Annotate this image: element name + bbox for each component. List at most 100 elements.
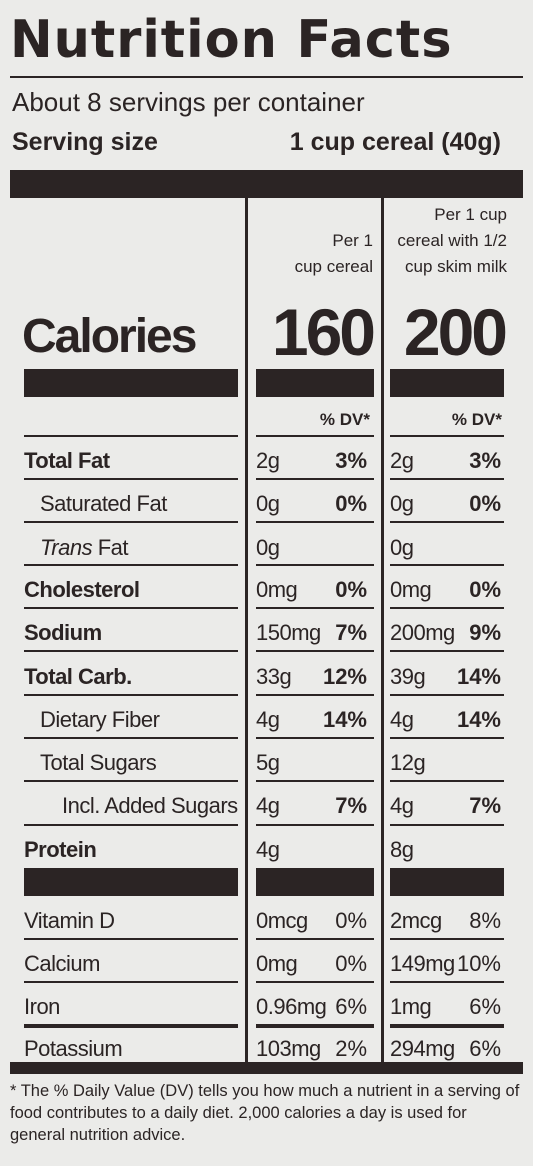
row-divider — [24, 435, 238, 437]
col2-calories: 200 — [403, 295, 508, 369]
protein-bar-col1 — [256, 868, 374, 896]
col1-head-line3: cup cereal — [294, 257, 373, 276]
row-divider — [390, 737, 504, 739]
col2-amount: 2mcg — [390, 908, 442, 933]
row-divider — [256, 824, 374, 826]
col2-dv-header: % DV* — [451, 410, 502, 429]
col1-amount: 4g — [256, 793, 280, 818]
protein-bar-label-col — [24, 868, 238, 896]
row-divider — [24, 650, 238, 652]
row-divider — [24, 737, 238, 739]
row-divider — [256, 1026, 374, 1028]
nutrient-name: Saturated Fat — [40, 491, 167, 516]
calories-bar-col2 — [390, 369, 504, 397]
col2-dv: 14% — [456, 707, 501, 732]
nutrient-name: Trans Fat — [40, 531, 129, 565]
row-divider — [256, 607, 374, 609]
col2-dv: 0% — [469, 577, 501, 602]
column-divider-1 — [245, 198, 248, 1062]
col1-dv: 3% — [335, 448, 367, 473]
col1-amount: 0mcg — [256, 908, 308, 933]
col2-amount: 4g — [390, 793, 414, 818]
row-divider — [256, 435, 374, 437]
vitamin-name: Vitamin D — [24, 908, 115, 933]
servings-per-container: About 8 servings per container — [12, 87, 365, 117]
col1-dv: 7% — [335, 793, 367, 818]
row-divider — [390, 607, 504, 609]
row-divider — [390, 650, 504, 652]
nutrient-name: Dietary Fiber — [40, 707, 160, 732]
row-divider — [390, 938, 504, 940]
row-divider — [390, 824, 504, 826]
calories-bar-col1 — [256, 369, 374, 397]
col2-head-line1: Per 1 cup — [434, 205, 507, 224]
vitamin-name: Iron — [24, 994, 60, 1019]
nutrient-name: Sodium — [24, 620, 102, 645]
col1-amount: 0mg — [256, 577, 298, 602]
col2-amount: 0g — [390, 535, 414, 560]
col1-dv: 6% — [335, 994, 367, 1019]
row-divider — [390, 780, 504, 782]
title-rule — [10, 76, 523, 78]
col1-amount: 150mg — [256, 620, 321, 645]
col2-head-line2: cereal with 1/2 — [397, 231, 507, 250]
col1-amount: 0mg — [256, 951, 298, 976]
trans-rest: Fat — [92, 535, 129, 560]
col1-dv: 0% — [335, 908, 367, 933]
col1-dv: 7% — [335, 620, 367, 645]
col2-amount: 0g — [390, 491, 414, 516]
row-divider — [256, 938, 374, 940]
row-divider — [24, 981, 238, 983]
col2-dv: 8% — [469, 908, 501, 933]
footnote: * The % Daily Value (DV) tells you how m… — [10, 1082, 520, 1144]
calories-label: Calories — [22, 310, 197, 363]
col2-head-line3: cup skim milk — [404, 257, 507, 276]
col1-calories: 160 — [271, 295, 376, 369]
row-divider — [24, 694, 238, 696]
col1-amount: 2g — [256, 448, 280, 473]
col2-amount: 149mg — [390, 951, 455, 976]
col2-dv: 7% — [469, 793, 501, 818]
row-divider — [390, 521, 504, 523]
col2-amount: 8g — [390, 837, 414, 862]
col1-amount: 5g — [256, 750, 280, 775]
col2-amount: 294mg — [390, 1036, 455, 1061]
col2-dv: 0% — [469, 491, 501, 516]
row-divider — [24, 564, 238, 566]
col2-dv: 6% — [469, 994, 501, 1019]
vitamin-name: Calcium — [24, 951, 100, 976]
col1-amount: 0g — [256, 535, 280, 560]
col1-amount: 4g — [256, 707, 280, 732]
row-divider — [390, 1026, 504, 1028]
vitamin-name: Potassium — [24, 1036, 123, 1061]
col1-head-line2: Per 1 — [332, 231, 373, 250]
col2-amount: 200mg — [390, 620, 455, 645]
nutrient-name: Total Sugars — [40, 750, 157, 775]
bottom-divider — [10, 1062, 523, 1074]
row-divider — [390, 981, 504, 983]
row-divider — [256, 564, 374, 566]
col1-amount: 0.96mg — [256, 994, 327, 1019]
row-divider — [390, 564, 504, 566]
col2-amount: 12g — [390, 750, 426, 775]
row-divider — [256, 780, 374, 782]
col2-amount: 0mg — [390, 577, 432, 602]
nutrient-name: Incl. Added Sugars — [62, 793, 238, 818]
row-divider — [256, 650, 374, 652]
col1-dv: 14% — [322, 707, 367, 732]
serving-size-label: Serving size — [12, 128, 158, 156]
row-divider — [24, 780, 238, 782]
col2-dv: 10% — [456, 951, 501, 976]
protein-bar-col2 — [390, 868, 504, 896]
row-divider — [24, 521, 238, 523]
row-divider — [24, 1026, 238, 1028]
col2-amount: 4g — [390, 707, 414, 732]
row-divider — [24, 824, 238, 826]
row-divider — [390, 478, 504, 480]
row-divider — [256, 521, 374, 523]
calories-bar-label-col — [24, 369, 238, 397]
col1-dv: 12% — [322, 664, 367, 689]
col1-amount: 4g — [256, 837, 280, 862]
row-divider — [24, 607, 238, 609]
row-divider — [256, 1024, 374, 1026]
